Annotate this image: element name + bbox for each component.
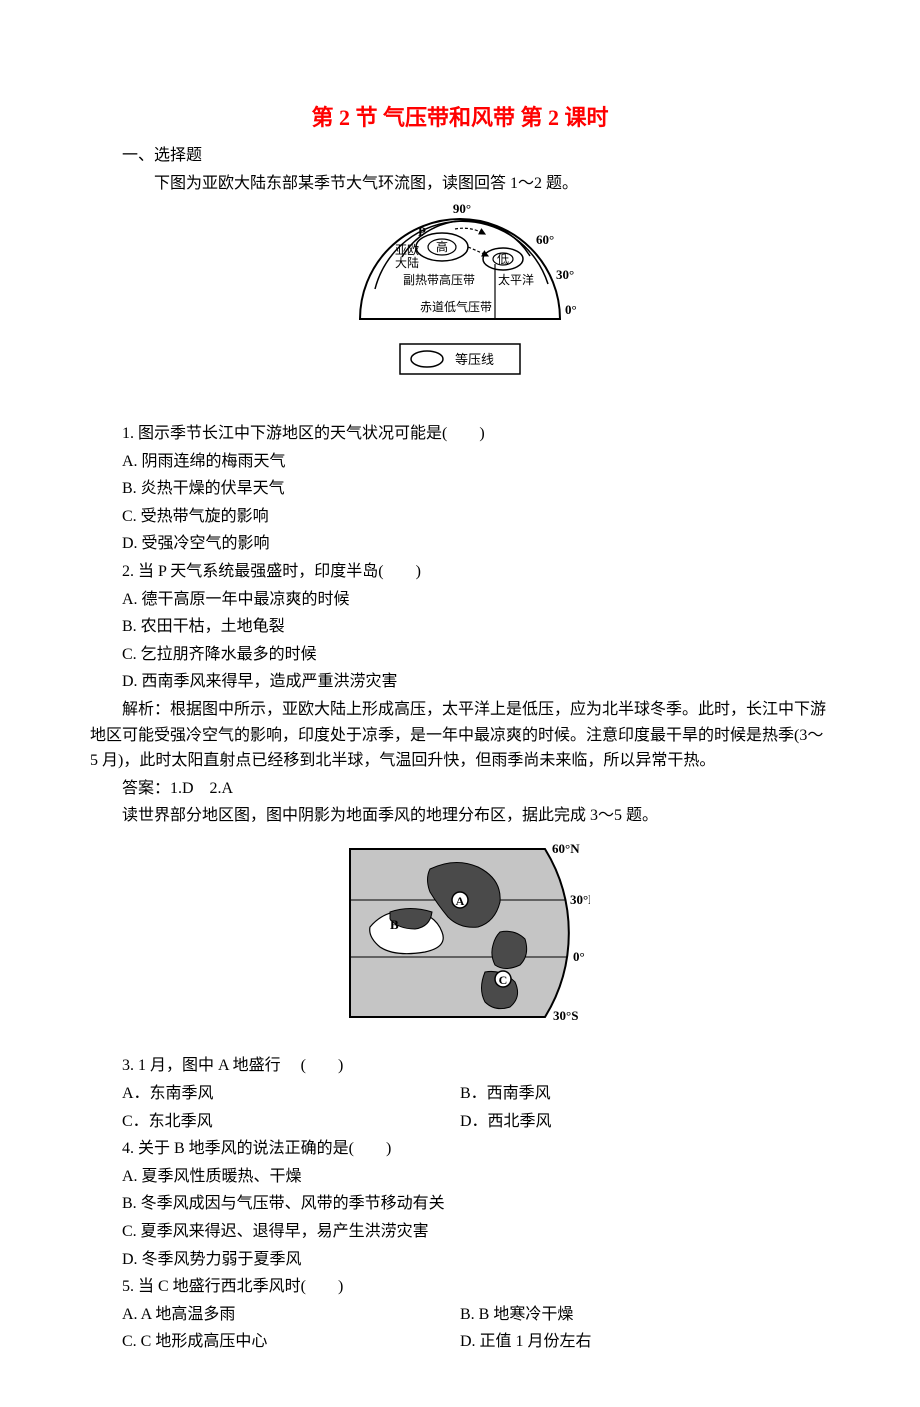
eurasia-label-2: 大陆 xyxy=(395,255,419,270)
q4-option-c: C. 夏季风来得迟、退得早，易产生洪涝灾害 xyxy=(90,1219,830,1245)
q3-option-b: B．西南季风 xyxy=(460,1081,830,1107)
label-A-text: A xyxy=(456,894,465,908)
q5-row-cd: C. C 地形成高压中心 D. 正值 1 月份左右 xyxy=(90,1329,830,1355)
q5-option-d: D. 正值 1 月份左右 xyxy=(460,1329,830,1355)
legend-text: 等压线 xyxy=(455,352,494,367)
pacific-label: 太平洋 xyxy=(498,272,534,287)
diagram-2-container: A B C 60°N 30°N 0° 30°S xyxy=(90,837,830,1046)
label-B-text: B xyxy=(390,917,399,932)
lat-30-label: 30° xyxy=(556,267,574,282)
high-pressure-label: 高 xyxy=(436,239,448,254)
eurasia-label-1: 亚欧 xyxy=(395,243,419,257)
q2-option-a: A. 德干高原一年中最凉爽的时候 xyxy=(90,587,830,613)
q1-option-d: D. 受强冷空气的影响 xyxy=(90,531,830,557)
lat-30s-label: 30°S xyxy=(553,1008,578,1023)
q1-2-explanation: 解析：根据图中所示，亚欧大陆上形成高压，太平洋上是低压，应为北半球冬季。此时，长… xyxy=(90,697,830,774)
q1-2-intro: 下图为亚欧大陆东部某季节大气环流图，读图回答 1～2 题。 xyxy=(90,171,830,197)
q5-option-a: A. A 地高温多雨 xyxy=(90,1302,460,1328)
lat-30n-label: 30°N xyxy=(570,892,590,907)
atmospheric-circulation-diagram: 高 低 P 亚欧 大陆 副热带高压带 太平洋 赤道低气压带 90° 60° 30… xyxy=(340,204,580,404)
page-title: 第 2 节 气压带和风带 第 2 课时 xyxy=(90,100,830,135)
diagram-1-container: 高 低 P 亚欧 大陆 副热带高压带 太平洋 赤道低气压带 90° 60° 30… xyxy=(90,204,830,413)
q4-stem: 4. 关于 B 地季风的说法正确的是( ) xyxy=(90,1136,830,1162)
q2-option-d: D. 西南季风来得早，造成严重洪涝灾害 xyxy=(90,669,830,695)
lat-0-label-map: 0° xyxy=(573,949,585,964)
q3-row-ab: A．东南季风 B．西南季风 xyxy=(90,1081,830,1107)
q5-option-b: B. B 地寒冷干燥 xyxy=(460,1302,830,1328)
q1-option-b: B. 炎热干燥的伏旱天气 xyxy=(90,476,830,502)
q3-stem: 3. 1 月，图中 A 地盛行 ( ) xyxy=(90,1053,830,1079)
subtropical-high-label: 副热带高压带 xyxy=(403,272,475,287)
q2-option-b: B. 农田干枯，土地龟裂 xyxy=(90,614,830,640)
section-heading-1: 一、选择题 xyxy=(90,143,830,169)
q3-option-a: A．东南季风 xyxy=(90,1081,460,1107)
q1-stem: 1. 图示季节长江中下游地区的天气状况可能是( ) xyxy=(90,421,830,447)
q4-option-d: D. 冬季风势力弱于夏季风 xyxy=(90,1247,830,1273)
q2-option-c: C. 乞拉朋齐降水最多的时候 xyxy=(90,642,830,668)
equator-low-label: 赤道低气压带 xyxy=(420,299,492,314)
label-P: P xyxy=(418,224,426,239)
q3-option-d: D．西北季风 xyxy=(460,1109,830,1135)
q3-row-cd: C．东北季风 D．西北季风 xyxy=(90,1109,830,1135)
q1-option-a: A. 阴雨连绵的梅雨天气 xyxy=(90,449,830,475)
lat-90-label: 90° xyxy=(453,204,471,216)
q2-stem: 2. 当 P 天气系统最强盛时，印度半岛( ) xyxy=(90,559,830,585)
q5-option-c: C. C 地形成高压中心 xyxy=(90,1329,460,1355)
lat-60n-label: 60°N xyxy=(552,841,580,856)
q5-row-ab: A. A 地高温多雨 B. B 地寒冷干燥 xyxy=(90,1302,830,1328)
q4-option-b: B. 冬季风成因与气压带、风带的季节移动有关 xyxy=(90,1191,830,1217)
q1-2-answer: 答案：1.D 2.A xyxy=(90,776,830,802)
label-C-text: C xyxy=(499,973,508,987)
q1-option-c: C. 受热带气旋的影响 xyxy=(90,504,830,530)
q4-option-a: A. 夏季风性质暖热、干燥 xyxy=(90,1164,830,1190)
q3-option-c: C．东北季风 xyxy=(90,1109,460,1135)
lat-60-label: 60° xyxy=(536,232,554,247)
low-pressure-label: 低 xyxy=(497,252,509,266)
q3-5-intro: 读世界部分地区图，图中阴影为地面季风的地理分布区，据此完成 3～5 题。 xyxy=(90,803,830,829)
lat-0-label: 0° xyxy=(565,302,577,317)
q5-stem: 5. 当 C 地盛行西北季风时( ) xyxy=(90,1274,830,1300)
monsoon-region-map: A B C 60°N 30°N 0° 30°S xyxy=(330,837,590,1037)
